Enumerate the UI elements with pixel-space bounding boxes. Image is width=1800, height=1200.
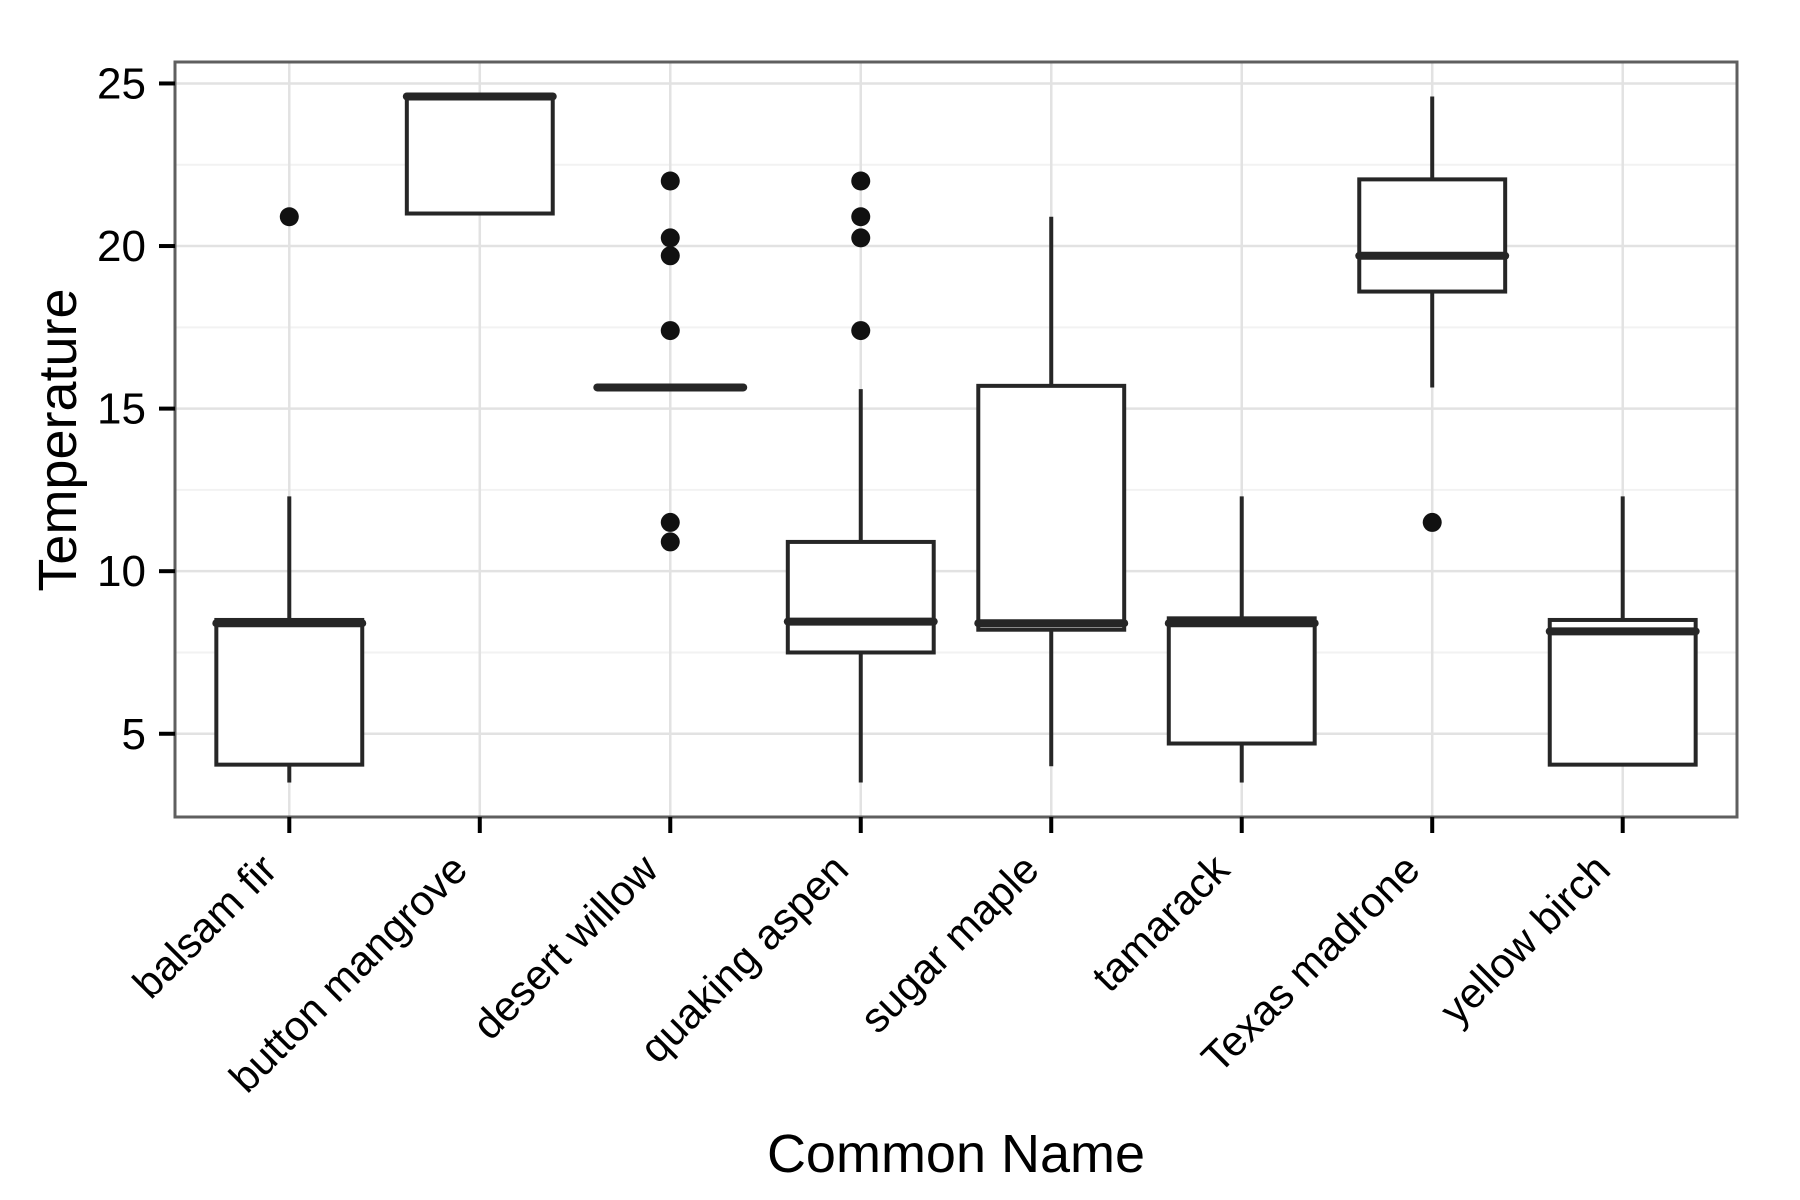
x-tick-label-tamarack: tamarack bbox=[1083, 844, 1239, 1000]
y-tick-label: 5 bbox=[122, 710, 146, 759]
box-tamarack bbox=[1166, 616, 1317, 746]
outlier-point-texas-madrone bbox=[1422, 512, 1442, 532]
outlier-point-desert-willow bbox=[660, 228, 680, 248]
x-tick-label-yellow-birch: yellow birch bbox=[1431, 845, 1619, 1033]
x-tick-label-desert-willow: desert willow bbox=[463, 845, 667, 1049]
box-balsam-fir bbox=[214, 617, 365, 767]
outlier-point-desert-willow bbox=[660, 171, 680, 191]
outlier-point-quaking-aspen bbox=[851, 207, 871, 227]
y-tick-label: 10 bbox=[97, 547, 146, 596]
y-tick-label: 15 bbox=[97, 385, 146, 434]
box-button-mangrove bbox=[404, 94, 555, 216]
outlier-point-quaking-aspen bbox=[851, 171, 871, 191]
box-series-layer bbox=[212, 92, 1700, 783]
outlier-point-balsam-fir bbox=[279, 207, 299, 227]
x-tick-label-sugar-maple: sugar maple bbox=[851, 845, 1048, 1042]
outlier-point-quaking-aspen bbox=[851, 321, 871, 341]
outlier-point-desert-willow bbox=[660, 532, 680, 552]
panel-border bbox=[173, 60, 1739, 819]
x-axis-title: Common Name bbox=[767, 1124, 1145, 1184]
y-axis-title: Temperature bbox=[28, 288, 88, 591]
box-yellow-birch bbox=[1547, 617, 1698, 767]
outlier-point-desert-willow bbox=[660, 321, 680, 341]
outlier-point-desert-willow bbox=[660, 512, 680, 532]
y-tick-label: 20 bbox=[97, 222, 146, 271]
box-quaking-aspen bbox=[785, 539, 936, 655]
box-sugar-maple bbox=[976, 383, 1127, 632]
outlier-point-desert-willow bbox=[660, 246, 680, 266]
outlier-point-quaking-aspen bbox=[851, 228, 871, 248]
box-texas-madrone bbox=[1357, 177, 1508, 294]
y-tick-label: 25 bbox=[97, 59, 146, 108]
x-tick-label-balsam-fir: balsam fir bbox=[124, 845, 286, 1007]
